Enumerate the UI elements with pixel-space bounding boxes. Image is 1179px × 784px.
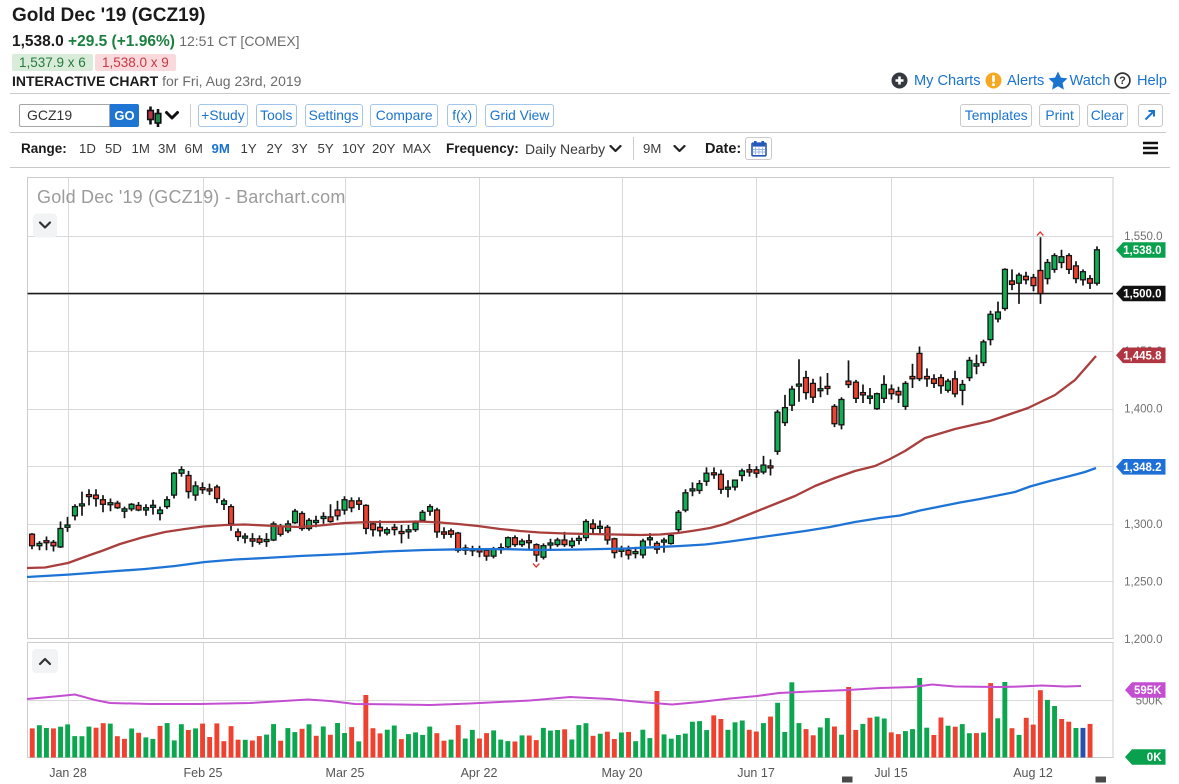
svg-text:?: ? <box>1119 75 1126 87</box>
svg-text:Jul 15: Jul 15 <box>874 766 907 780</box>
svg-text:595K: 595K <box>1134 685 1162 697</box>
svg-text:Mar 25: Mar 25 <box>326 766 365 780</box>
svg-text:Gold Dec '19 (GCZ19) - Barchar: Gold Dec '19 (GCZ19) - Barchart.com <box>37 187 346 207</box>
svg-text:Aug 12: Aug 12 <box>1013 766 1053 780</box>
svg-text:1,250.0: 1,250.0 <box>1124 576 1162 588</box>
svg-text:1,445.8: 1,445.8 <box>1123 351 1162 363</box>
svg-text:Apr 22: Apr 22 <box>461 766 498 780</box>
svg-text:Feb 25: Feb 25 <box>184 766 223 780</box>
svg-text:Jan 28: Jan 28 <box>49 766 87 780</box>
svg-text:1,500.0: 1,500.0 <box>1123 289 1161 301</box>
svg-text:May 20: May 20 <box>602 766 643 780</box>
svg-text:1,400.0: 1,400.0 <box>1124 404 1162 416</box>
svg-text:1,348.2: 1,348.2 <box>1123 462 1161 474</box>
svg-text:Jun 17: Jun 17 <box>737 766 775 780</box>
svg-text:500K: 500K <box>1136 696 1163 708</box>
svg-text:0K: 0K <box>1147 752 1162 764</box>
svg-text:1,300.0: 1,300.0 <box>1124 519 1162 531</box>
svg-text:1,538.0: 1,538.0 <box>1123 245 1161 257</box>
svg-text:1,550.0: 1,550.0 <box>1124 231 1162 243</box>
svg-text:1,200.0: 1,200.0 <box>1124 634 1162 646</box>
